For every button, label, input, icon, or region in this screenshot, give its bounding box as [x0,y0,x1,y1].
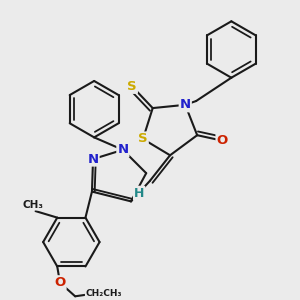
Text: N: N [117,143,128,156]
Text: S: S [127,80,137,93]
Text: O: O [54,276,66,289]
Text: N: N [180,98,191,111]
Text: CH₃: CH₃ [22,200,44,210]
Text: H: H [134,187,144,200]
Text: S: S [138,133,148,146]
Text: CH₂CH₃: CH₂CH₃ [85,289,122,298]
Text: N: N [88,153,99,166]
Text: O: O [217,134,228,147]
